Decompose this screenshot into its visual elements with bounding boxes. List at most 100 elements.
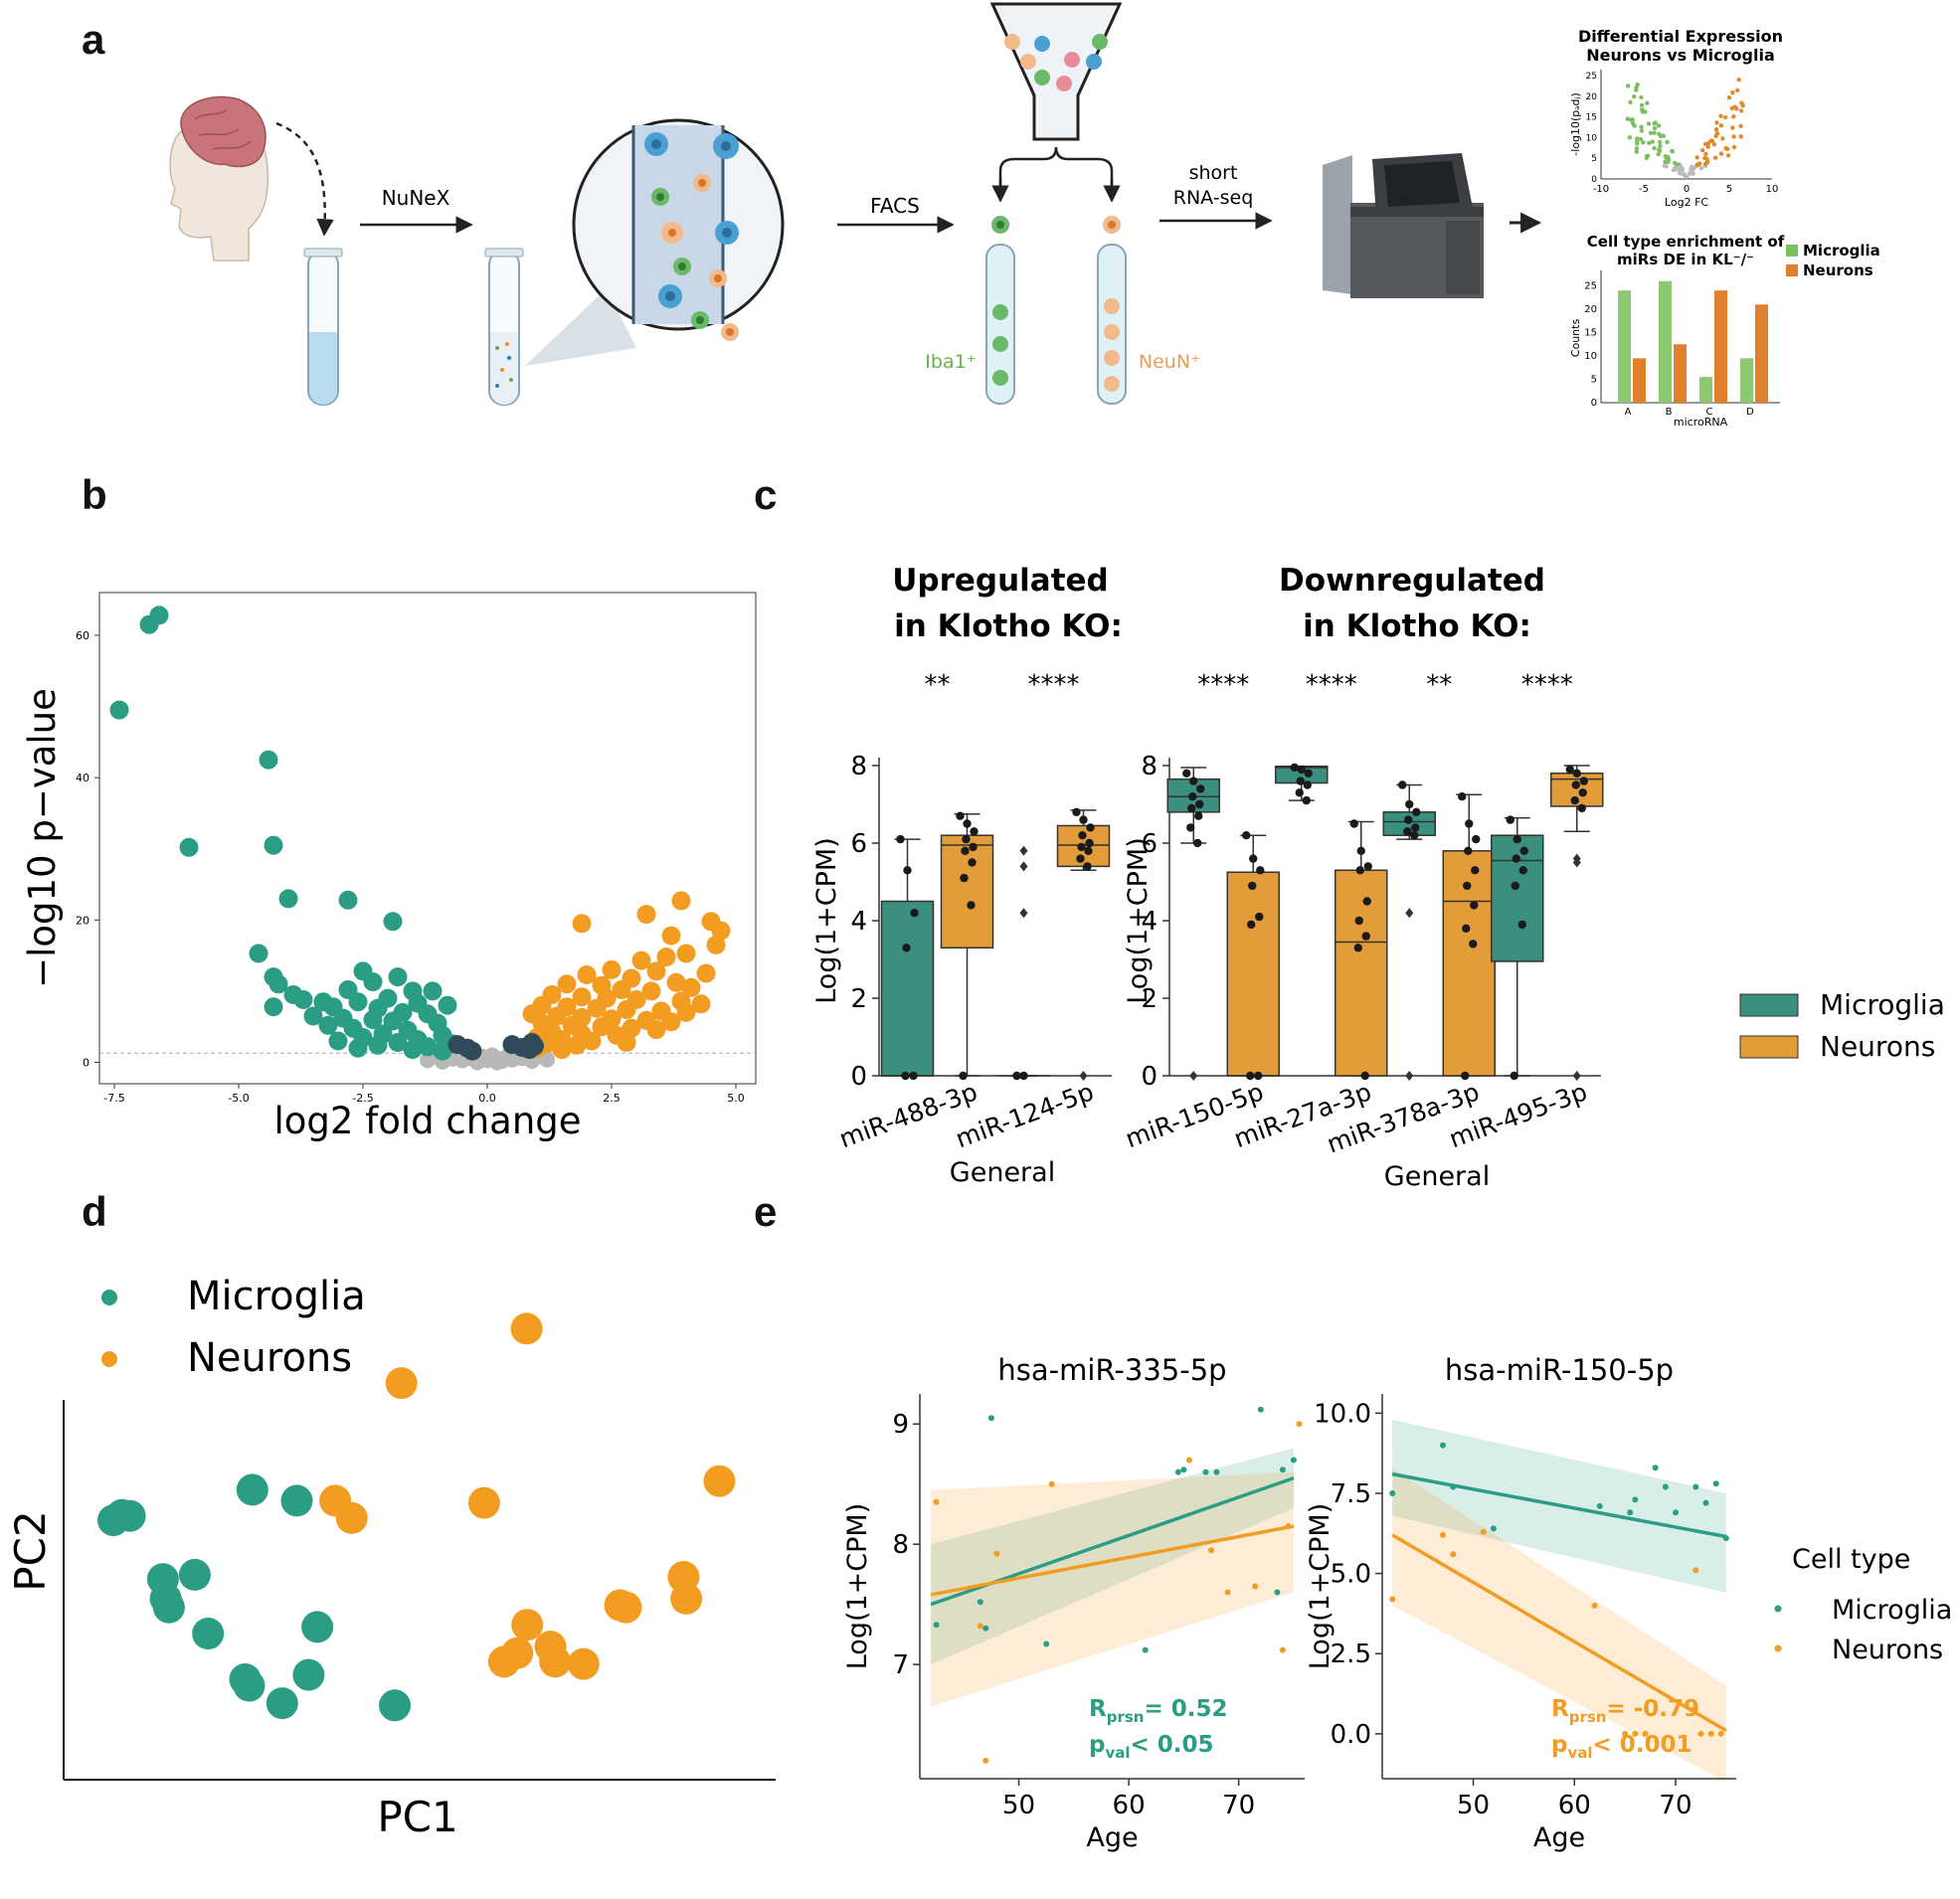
inset-volcano-xlabel: Log2 FC [1665, 196, 1708, 209]
e2-ci-neurons [1392, 1467, 1726, 1783]
right-neurons-3-point [1578, 788, 1587, 797]
inset-volcano-point [1656, 151, 1661, 157]
inset-bar-neurons [1755, 304, 1768, 403]
e1-point-neurons [1208, 1547, 1214, 1554]
right-microglia-2-point [1411, 823, 1420, 832]
inset-volcano-point [1635, 82, 1640, 87]
left-neurons-1-point [1078, 831, 1087, 840]
left-ylabel: Log(1+CPM) [811, 837, 842, 1004]
right-microglia-1-point [1296, 777, 1305, 785]
pca-point-microglia [152, 1591, 185, 1624]
left-neurons-0-point [970, 827, 979, 836]
e1-point-microglia [1290, 1457, 1297, 1464]
inset-volcano-point [1657, 131, 1662, 136]
e-legend-microglia: Microglia [1832, 1595, 1952, 1626]
right-neurons-3-point [1571, 780, 1580, 789]
volcano-point-neurons [572, 987, 592, 1007]
inset-volcano-point [1627, 135, 1633, 140]
legend-swatch-microglia [1739, 993, 1799, 1017]
volcano-ytick: 20 [76, 914, 89, 927]
volcano-point-microglia [318, 1015, 338, 1035]
volcano-xtick: -2.5 [352, 1092, 373, 1105]
e2-point-neurons [1632, 1730, 1639, 1737]
inset-legend-microglia: Microglia [1803, 242, 1880, 259]
e1-stat-r: Rprsn= 0.52 [1089, 1696, 1228, 1726]
pca-legend-microglia: Microglia [187, 1274, 366, 1319]
label-neun: NeuN⁺ [1139, 351, 1200, 373]
right-neurons-3-outlier [1572, 857, 1581, 868]
right-neurons-2-point [1470, 901, 1479, 910]
e2-point-neurons [1591, 1602, 1598, 1609]
e1-ytick: 8 [892, 1530, 909, 1560]
boxplot-panel: 02468**miR-488-3p****miR-124-5p02468****… [811, 563, 1945, 1192]
inset-volcano-title-2: Neurons vs Microglia [1586, 46, 1775, 65]
right-microglia-2-point [1412, 807, 1421, 816]
pca-legend-dot-neurons [101, 1351, 117, 1367]
inset-bar-title-2: miRs DE in KL⁻/⁻ [1617, 251, 1754, 268]
inset-volcano-point [1713, 127, 1719, 132]
e2-point-neurons [1440, 1531, 1446, 1538]
right-neurons-2-point [1458, 792, 1467, 801]
left-microglia-1-outlier [1019, 845, 1028, 856]
tube-homogenate [303, 248, 343, 406]
inset-volcano-point [1652, 145, 1657, 151]
left-neurons-0-point [962, 834, 971, 844]
e1-point-neurons [982, 1757, 989, 1764]
inset-legend-swatch-neurons [1786, 264, 1798, 276]
volcano-point-microglia [433, 1041, 452, 1061]
left-sig-1: **** [1028, 670, 1080, 700]
e1-point-microglia [1202, 1468, 1209, 1475]
right-neurons-2-point [1464, 846, 1473, 855]
inset-volcano-point [1722, 114, 1728, 120]
inset-volcano-point [1639, 128, 1645, 133]
inset-volcano-point [1738, 134, 1743, 139]
inset-bar-xtick: C [1706, 407, 1713, 418]
right-microglia-0-outlier [1189, 1071, 1198, 1081]
e2-xtick: 50 [1457, 1791, 1490, 1820]
e1-point-microglia [1257, 1406, 1264, 1413]
panel-label-e: e [754, 1188, 778, 1235]
right-neurons-3-point [1570, 795, 1579, 805]
right-neurons-0-point [1255, 912, 1264, 922]
pca-point-neurons [467, 1486, 500, 1519]
panel-label-b: b [82, 471, 107, 518]
right-neurons-0-point [1246, 1071, 1255, 1081]
inset-volcano-point [1677, 170, 1683, 175]
inset-legend-swatch-microglia [1786, 245, 1798, 257]
e1-point-neurons [1048, 1480, 1055, 1487]
right-microglia-2-outlier [1405, 1071, 1414, 1081]
right-microglia-2-point [1404, 815, 1413, 824]
pca-point-neurons [510, 1312, 543, 1345]
inset-volcano-point [1705, 159, 1710, 164]
volcano-point-microglia [438, 995, 457, 1015]
e2-point-microglia [1490, 1525, 1497, 1532]
inset-volcano-point [1718, 123, 1724, 128]
tube-neun [1097, 244, 1127, 405]
inset-volcano-point [1634, 146, 1640, 151]
e2-point-neurons [1450, 1551, 1457, 1558]
inset-volcano-point [1664, 164, 1669, 169]
volcano-point-grey [420, 1052, 436, 1069]
legend-swatch-neurons [1739, 1035, 1799, 1059]
pca-point-neurons [539, 1645, 572, 1678]
dashed-arrow [275, 121, 334, 237]
inset-volcano-point [1635, 141, 1640, 146]
inset-bar-title-1: Cell type enrichment of [1587, 233, 1785, 251]
e1-ci-microglia [931, 1448, 1294, 1665]
inset-volcano-point [1635, 136, 1640, 141]
inset-volcano-point [1625, 84, 1631, 88]
right-neurons-3-point [1577, 803, 1586, 813]
right-neurons-1-point [1361, 932, 1370, 941]
left-neurons-1-point [1086, 823, 1095, 832]
inset-volcano-point [1652, 121, 1657, 126]
inset-bar-ytick: 15 [1584, 328, 1597, 339]
volcano-point-microglia [383, 912, 403, 932]
right-microglia-3-point [1519, 846, 1528, 855]
inset-volcano-point [1661, 133, 1666, 138]
inset-volcano-point [1673, 160, 1678, 166]
pca-point-neurons [703, 1465, 736, 1497]
volcano-point-neurons [641, 981, 661, 1001]
volcano-point-microglia [264, 997, 283, 1017]
left-microglia-0-point [910, 909, 919, 918]
